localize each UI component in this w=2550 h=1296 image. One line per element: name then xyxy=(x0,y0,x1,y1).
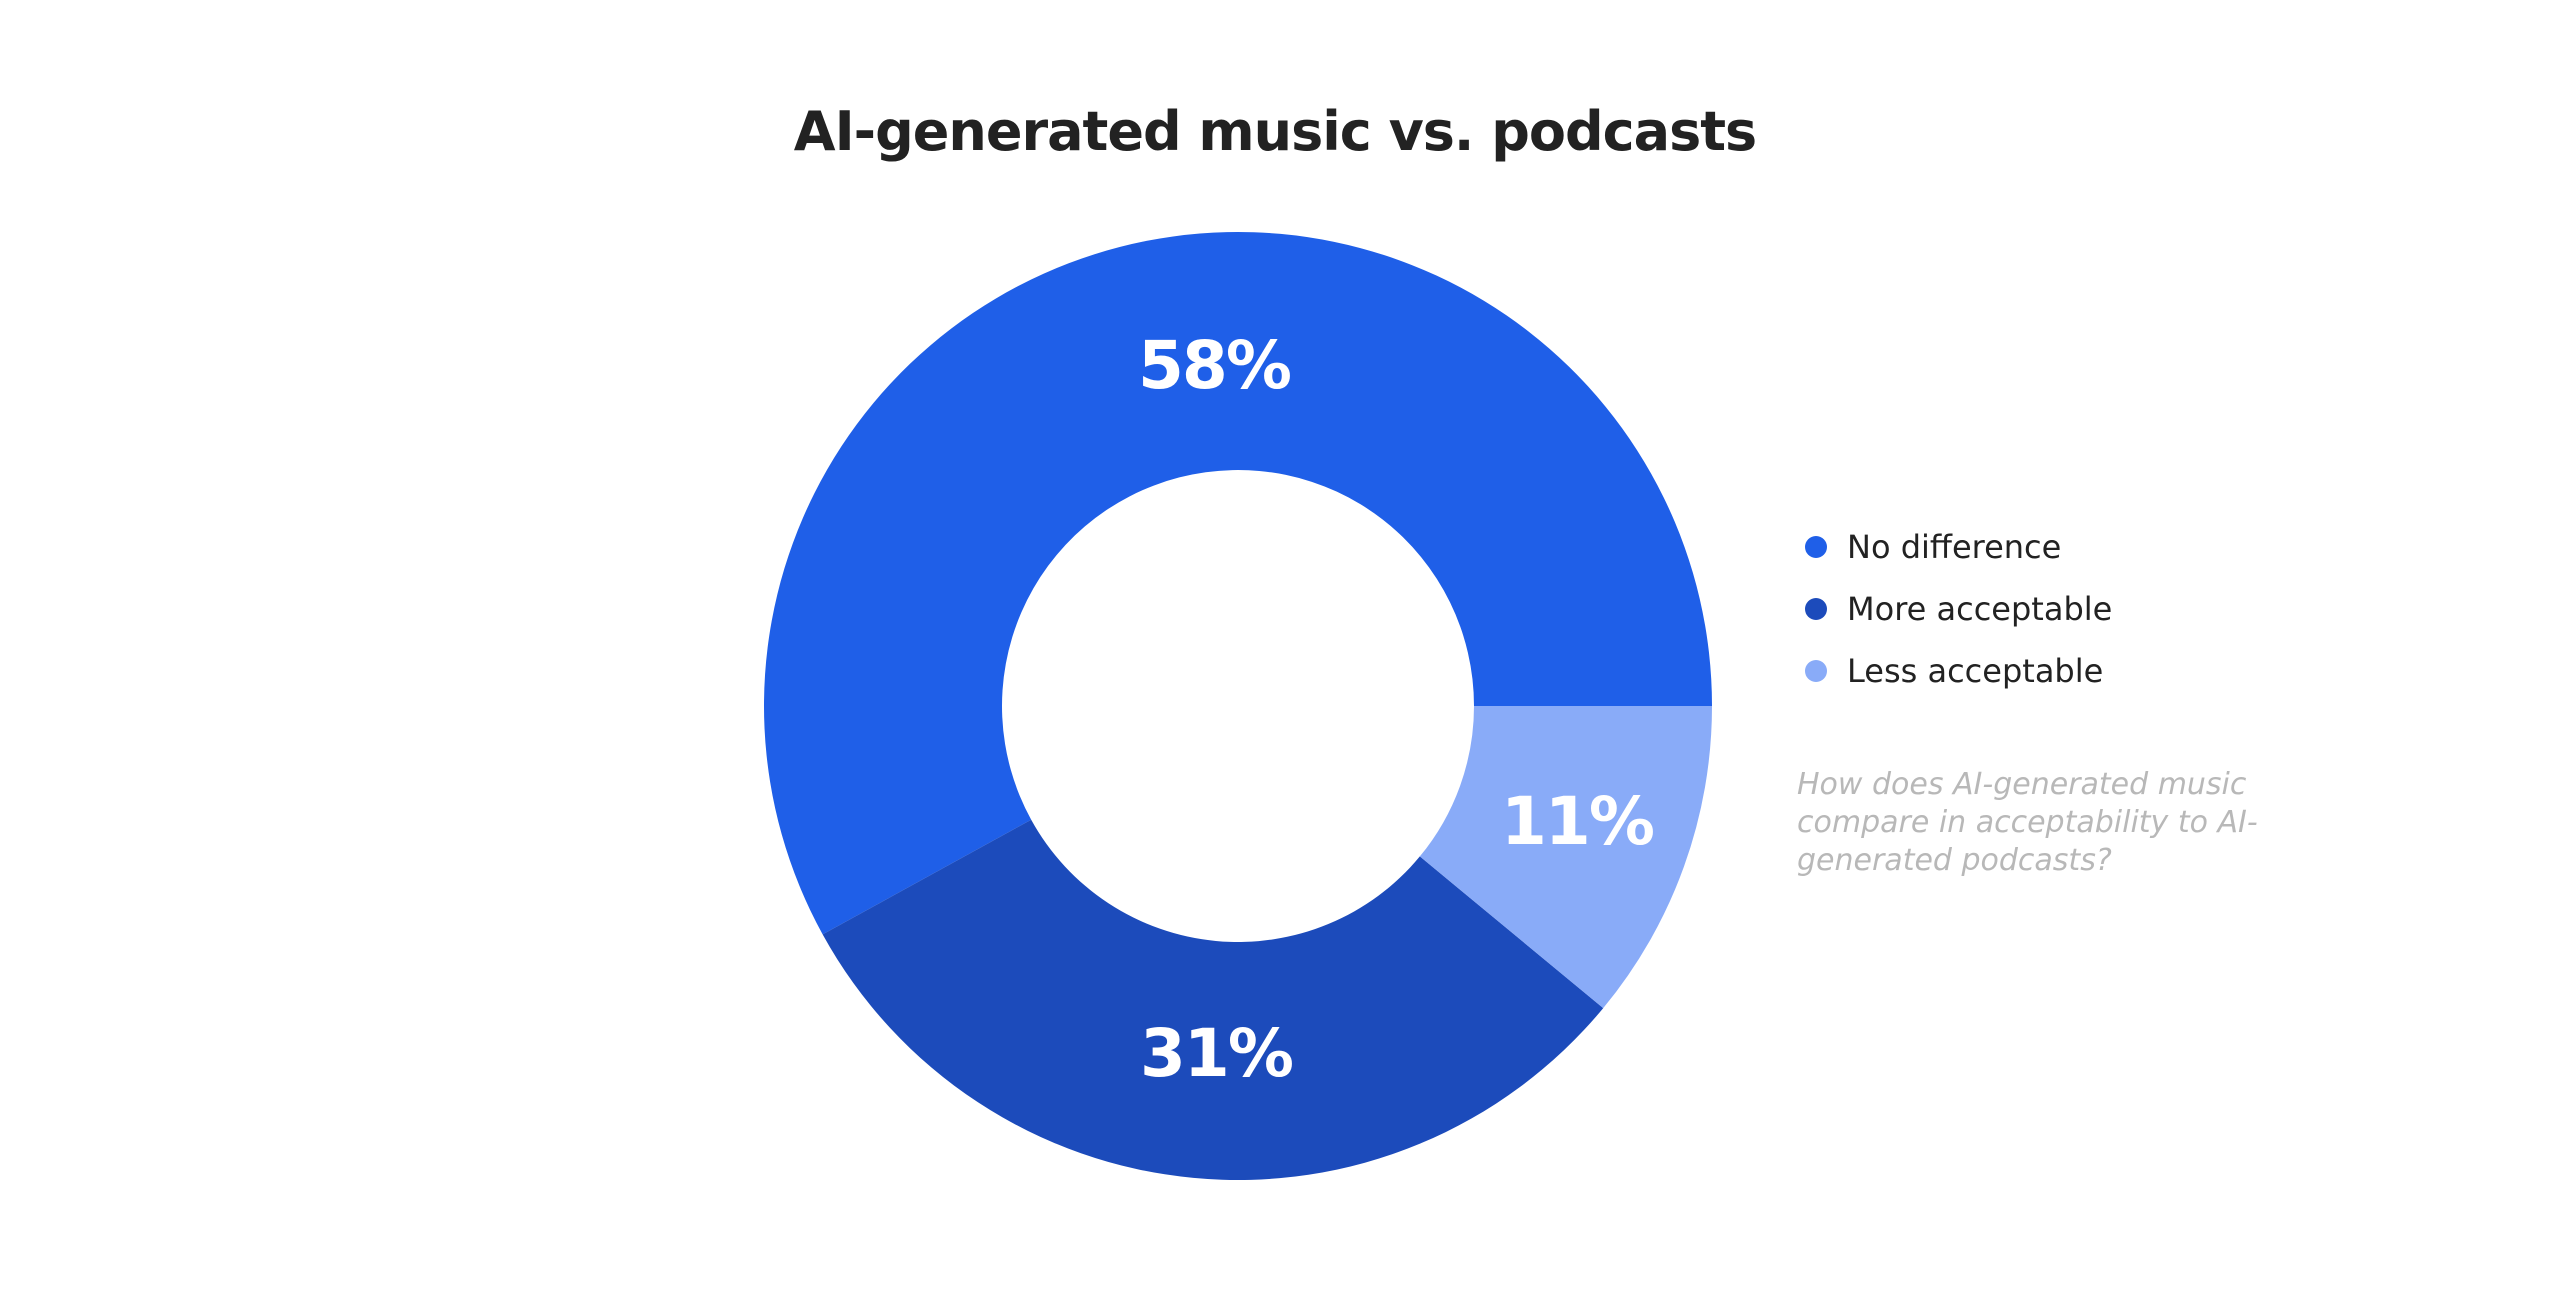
chart-question-caption: How does AI-generated music compare in a… xyxy=(1797,767,2258,878)
legend-dot-icon xyxy=(1805,536,1827,558)
legend-item-more-acceptable[interactable]: More acceptable xyxy=(1805,578,2112,640)
legend: No difference More acceptable Less accep… xyxy=(1805,516,2112,702)
slice-more-acceptable[interactable] xyxy=(822,819,1604,1180)
chart-title: AI-generated music vs. podcasts xyxy=(0,100,2550,163)
slice-label-no-difference: 58% xyxy=(1138,327,1291,404)
legend-item-no-difference[interactable]: No difference xyxy=(1805,516,2112,578)
slice-label-more-acceptable: 31% xyxy=(1140,1015,1293,1092)
slice-less-acceptable[interactable] xyxy=(1419,706,1712,1009)
legend-item-less-acceptable[interactable]: Less acceptable xyxy=(1805,640,2112,702)
slice-no-difference[interactable] xyxy=(764,232,1712,935)
legend-label: No difference xyxy=(1847,528,2062,566)
legend-dot-icon xyxy=(1805,598,1827,620)
chart-title-text: AI-generated music vs. podcasts xyxy=(793,100,1757,163)
legend-dot-icon xyxy=(1805,660,1827,682)
legend-label: More acceptable xyxy=(1847,590,2113,628)
slice-label-less-acceptable: 11% xyxy=(1501,783,1654,860)
legend-label: Less acceptable xyxy=(1847,652,2104,690)
